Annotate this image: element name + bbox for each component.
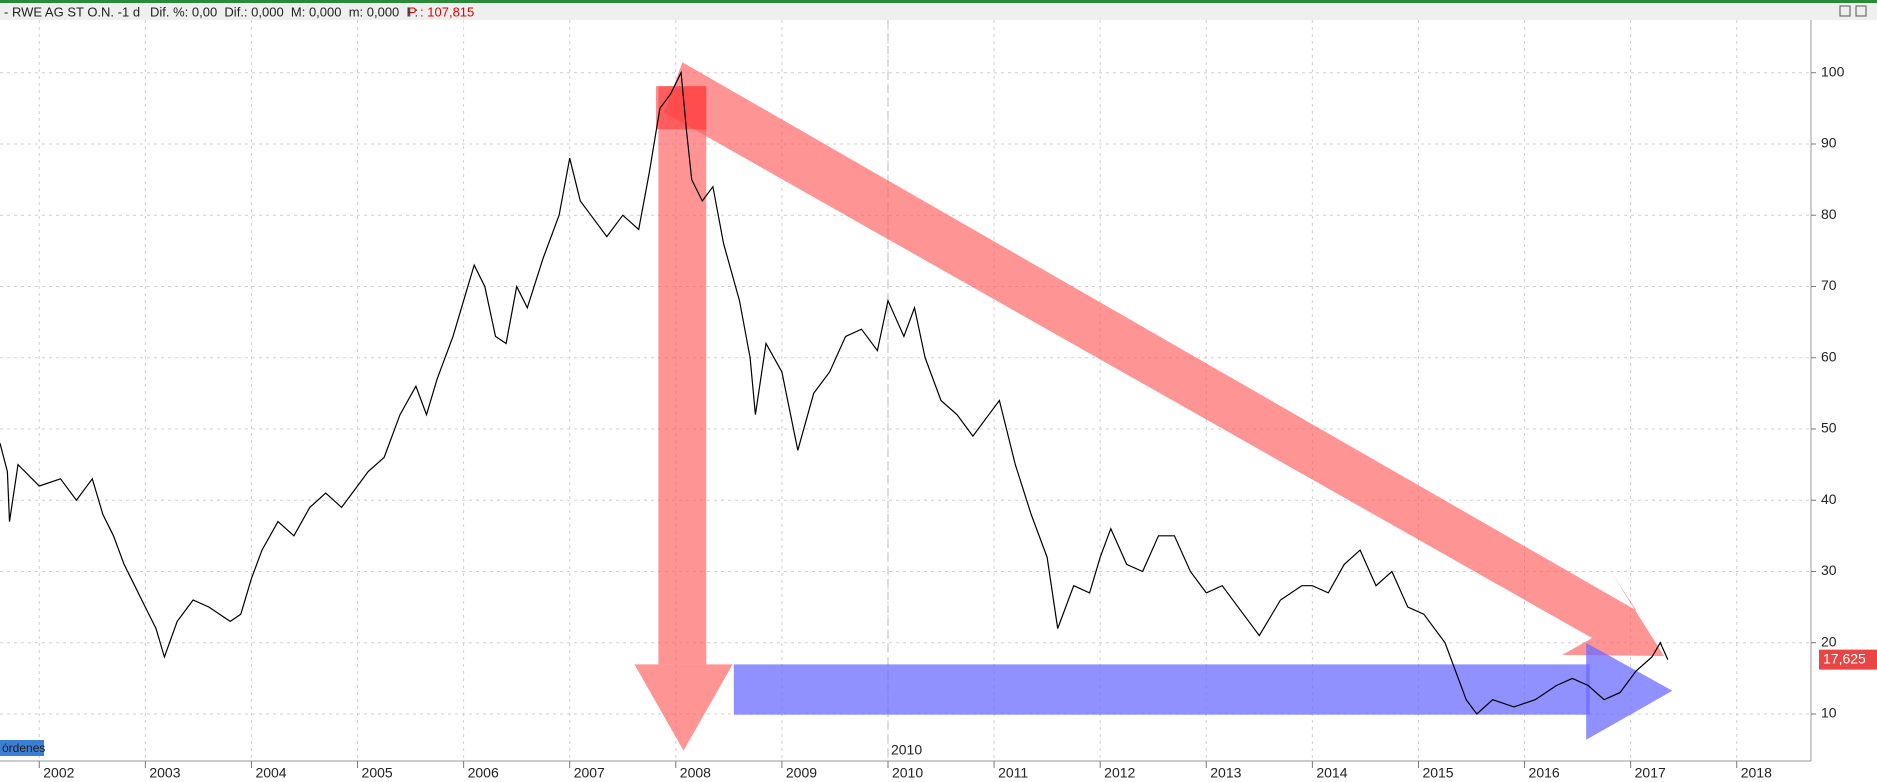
x-tick-label: 2012 <box>1104 765 1135 781</box>
x-tick-label: 2010 <box>892 765 923 781</box>
red-diagonal-arrow <box>664 62 1664 657</box>
x-tick-label: 2008 <box>680 765 711 781</box>
price-line <box>0 70 1669 715</box>
top-strip <box>0 0 1877 3</box>
x-tick-label: 2017 <box>1635 765 1666 781</box>
y-tick-label: 90 <box>1821 135 1837 151</box>
x-tick-label: 2014 <box>1316 765 1347 781</box>
x-tick-label: 2015 <box>1422 765 1453 781</box>
x-tick-label: 2016 <box>1529 765 1560 781</box>
red-block <box>656 86 707 130</box>
y-tick-label: 30 <box>1821 562 1837 578</box>
window-button[interactable] <box>1855 5 1867 17</box>
x-tick-label: 2007 <box>574 765 605 781</box>
x-tick-label: 2004 <box>255 765 286 781</box>
x-tick-label: 2009 <box>786 765 817 781</box>
orders-tab[interactable] <box>0 740 44 756</box>
x-tick-label: 2013 <box>1210 765 1241 781</box>
header-title: - RWE AG ST O.N. - <box>4 4 122 19</box>
y-tick-label: 70 <box>1821 277 1837 293</box>
x-tick-label: 2011 <box>998 765 1028 781</box>
crosshair-label: 2010 <box>891 742 922 758</box>
y-tick-label: 80 <box>1821 206 1837 222</box>
x-tick-label: 2018 <box>1741 765 1772 781</box>
x-tick-label: 2002 <box>43 765 74 781</box>
last-price-box <box>1819 649 1877 670</box>
header-interval: 1 d <box>122 4 140 19</box>
red-arrow-head <box>634 664 733 751</box>
y-tick-label: 60 <box>1821 348 1837 364</box>
y-tick-label: 100 <box>1821 63 1845 79</box>
orders-tab-label[interactable]: órdenes <box>2 741 45 755</box>
red-vertical-arrow <box>658 86 707 665</box>
y-tick-label: 20 <box>1821 633 1837 649</box>
blue-arrow <box>733 664 1590 715</box>
last-price-label: 17,625 <box>1823 650 1866 666</box>
x-tick-label: 2006 <box>468 765 499 781</box>
header-bar <box>0 3 1877 20</box>
x-tick-label: 2003 <box>149 765 180 781</box>
x-tick-label: 2005 <box>362 765 393 781</box>
header-price: P : 107,815 <box>408 4 474 19</box>
y-tick-label: 50 <box>1821 420 1837 436</box>
y-tick-label: 40 <box>1821 491 1837 507</box>
window-button[interactable] <box>1839 5 1851 17</box>
blue-arrow-head <box>1586 642 1673 740</box>
header-stats: Dif. %: 0,00 Dif.: 0,000 M: 0,000 m: 0,0… <box>150 4 418 19</box>
annotations <box>634 62 1673 751</box>
y-tick-label: 10 <box>1821 705 1837 721</box>
